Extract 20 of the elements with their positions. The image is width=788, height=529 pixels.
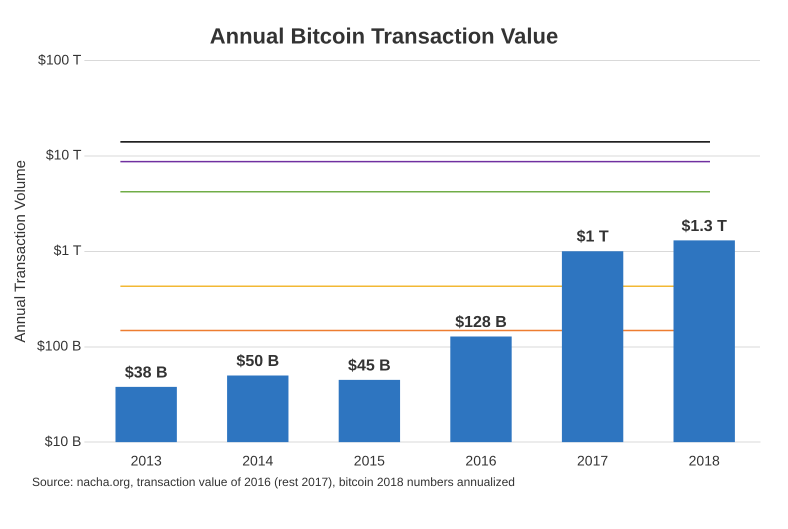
- x-tick-label: 2016: [465, 452, 497, 468]
- data-label: $128 B: [455, 314, 507, 331]
- y-tick-label: $100 T: [38, 51, 82, 68]
- y-axis-title: Annual Transaction Volume: [12, 160, 30, 343]
- data-label: $38 B: [124, 364, 168, 382]
- y-tick-label: $1 T: [54, 242, 82, 258]
- x-tick-label: 2014: [242, 452, 274, 468]
- y-tick-label: $10 T: [46, 146, 82, 163]
- source-note: Source: nacha.org, transaction value of 2016 (rest 2017), bitcoin 2018 numbers annualized: [32, 475, 516, 489]
- y-tick-label: $100 B: [36, 338, 82, 354]
- x-tick-label: 2018: [688, 452, 720, 468]
- data-label: $1.3 T: [682, 218, 728, 235]
- data-label: $1 T: [576, 228, 609, 246]
- data-label: $45 B: [348, 357, 391, 374]
- chart-title: Annual Bitcoin Transaction Value: [210, 23, 558, 48]
- x-tick-label: 2017: [577, 452, 608, 468]
- data-label: $50 B: [236, 352, 280, 370]
- x-tick-label: 2013: [130, 452, 162, 468]
- y-tick-label: $10 B: [44, 433, 82, 450]
- x-tick-label: 2015: [354, 452, 386, 468]
